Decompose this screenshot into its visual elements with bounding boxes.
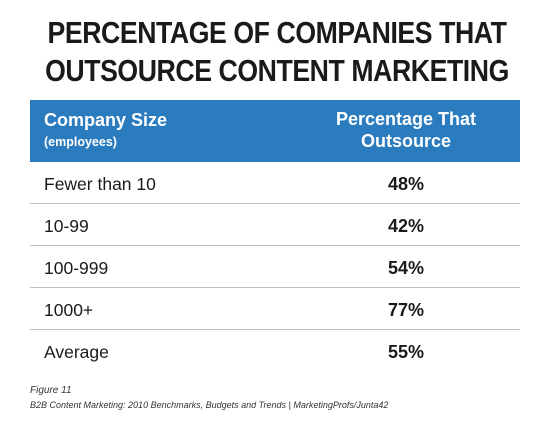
row-company-size: Fewer than 10 bbox=[44, 174, 156, 194]
data-table: Company Size (employees) Percentage That… bbox=[30, 100, 520, 371]
header-percentage-line-2: Outsource bbox=[360, 131, 452, 151]
header-company-size-label: Company Size bbox=[44, 110, 168, 130]
title-line-2: OUTSOURCE CONTENT MARKETING bbox=[45, 53, 509, 88]
table-row: 10-99 42% bbox=[30, 204, 520, 246]
table-row: Average 55% bbox=[30, 330, 520, 371]
table-row: Fewer than 10 48% bbox=[30, 162, 520, 204]
chart-title: PERCENTAGE OF COMPANIES THAT OUTSOURCE C… bbox=[39, 14, 515, 90]
row-percentage: 54% bbox=[387, 258, 425, 278]
row-percentage: 55% bbox=[387, 342, 425, 362]
figure-label: Figure 11 bbox=[30, 385, 72, 396]
header-company-size: Company Size (employees) bbox=[44, 108, 167, 152]
row-company-size: 1000+ bbox=[44, 300, 94, 320]
table-header: Company Size (employees) Percentage That… bbox=[30, 100, 520, 162]
row-percentage: 48% bbox=[387, 174, 425, 194]
header-percentage: Percentage That Outsource bbox=[306, 108, 506, 152]
row-company-size: 10-99 bbox=[44, 216, 89, 236]
row-percentage: 77% bbox=[387, 300, 425, 320]
header-percentage-line-1: Percentage That bbox=[335, 109, 477, 129]
table-row: 1000+ 77% bbox=[30, 288, 520, 330]
row-company-size: Average bbox=[44, 342, 109, 362]
title-line-1: PERCENTAGE OF COMPANIES THAT bbox=[47, 15, 507, 50]
row-percentage: 42% bbox=[387, 216, 425, 236]
row-company-size: 100-999 bbox=[44, 258, 109, 278]
header-company-size-sub: (employees) bbox=[44, 135, 117, 149]
table-row: 100-999 54% bbox=[30, 246, 520, 288]
source-caption: B2B Content Marketing: 2010 Benchmarks, … bbox=[30, 400, 389, 410]
